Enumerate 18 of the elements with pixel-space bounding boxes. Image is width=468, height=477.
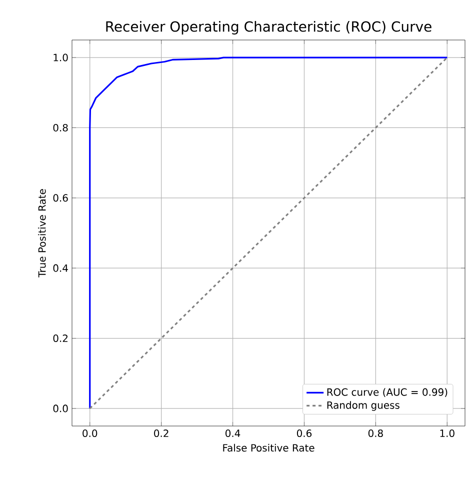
- y-axis-title: True Positive Rate: [38, 189, 46, 278]
- y-tick-label: 1.0: [54, 54, 68, 62]
- chart-title: Receiver Operating Characteristic (ROC) Curve: [106, 21, 432, 35]
- y-tick-label: 0.4: [53, 264, 68, 272]
- y-tick-label: 0.6: [53, 194, 68, 202]
- x-tick-label: 0.2: [154, 430, 168, 438]
- legend-label: ROC curve (AUC = 0.99): [327, 388, 448, 398]
- legend-label: Random guess: [327, 401, 400, 411]
- y-tick-label: 0.8: [53, 124, 68, 132]
- x-tick-label: 0.8: [368, 430, 383, 438]
- x-axis-title: False Positive Rate: [223, 444, 314, 452]
- line-series: [89, 56, 448, 410]
- x-tick-label: 0.6: [296, 430, 312, 438]
- x-tick-label: 0.4: [226, 430, 240, 438]
- x-tick-label: 0.0: [82, 430, 98, 438]
- x-tick-label: 1.0: [440, 430, 454, 438]
- y-tick-label: 0.2: [53, 334, 68, 342]
- y-tick-label: 0.0: [53, 404, 68, 412]
